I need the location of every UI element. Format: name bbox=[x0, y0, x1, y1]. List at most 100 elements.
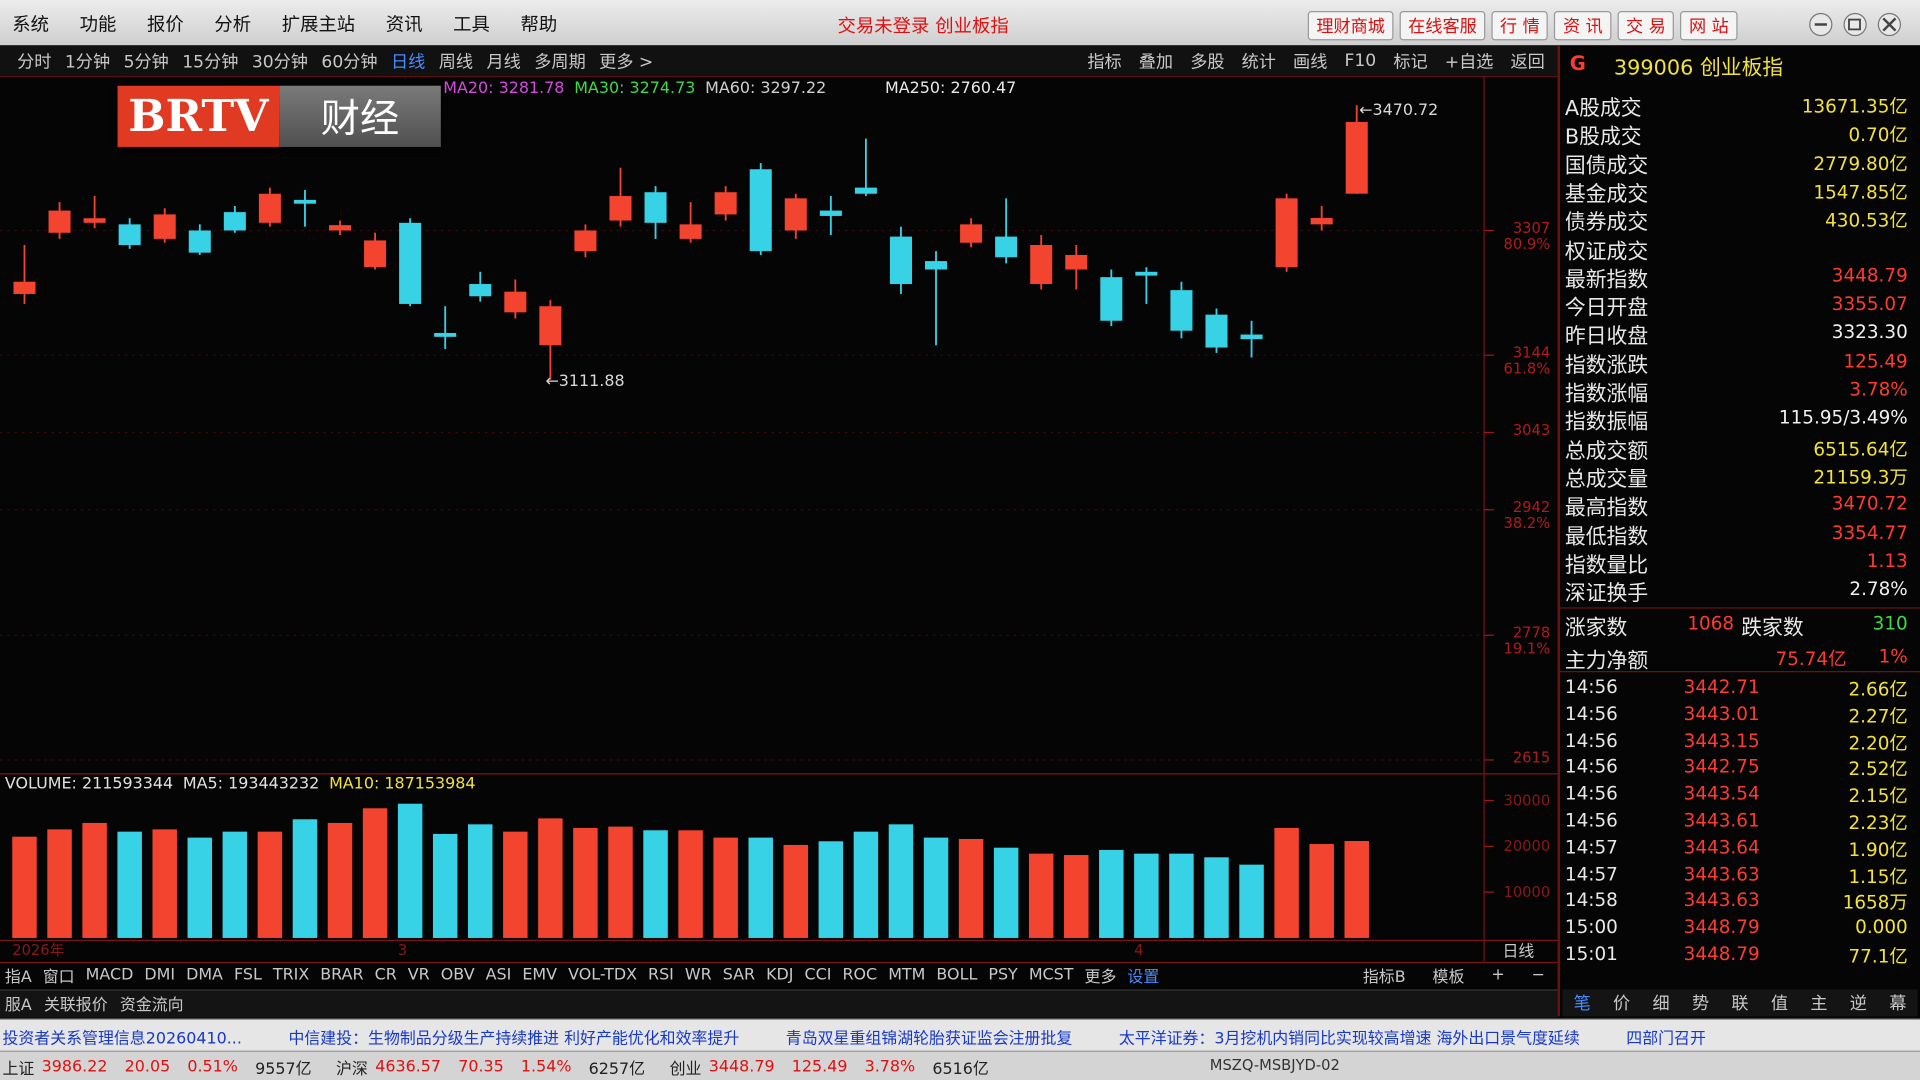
indicator-tab[interactable]: ASI bbox=[485, 966, 512, 985]
period-tab[interactable]: 月线 bbox=[486, 52, 521, 73]
period-tab[interactable]: 多周期 bbox=[534, 52, 586, 73]
sidebar-tab[interactable]: 细 bbox=[1652, 994, 1670, 1014]
period-tab[interactable]: 30分钟 bbox=[251, 52, 308, 73]
sidebar-tab[interactable]: 主 bbox=[1810, 994, 1828, 1014]
indicator-tab[interactable]: WR bbox=[684, 966, 712, 985]
period-tab[interactable]: 更多 > bbox=[599, 52, 654, 73]
period-tab[interactable]: 周线 bbox=[438, 52, 474, 73]
news-item[interactable]: 四部门召开 bbox=[1626, 1029, 1706, 1049]
indicator-tab[interactable]: MACD bbox=[85, 966, 134, 985]
period-tab[interactable]: 1分钟 bbox=[64, 52, 111, 73]
sidebar-tab[interactable]: 势 bbox=[1691, 994, 1710, 1014]
tool-button[interactable]: 多股 bbox=[1190, 52, 1225, 73]
news-item[interactable]: 太平洋证券：3月挖机内销同比实现较高增速 海外出口景气度延续 bbox=[1118, 1029, 1580, 1049]
window-controls[interactable] bbox=[1807, 11, 1915, 38]
indicator-tab[interactable]: FSL bbox=[233, 966, 262, 985]
top-button[interactable]: 资 讯 bbox=[1554, 11, 1612, 41]
indicator-tab[interactable]: 设置 bbox=[1127, 968, 1160, 987]
tick-volume: 2.27亿 bbox=[1848, 705, 1908, 728]
indicator-tab[interactable]: 窗口 bbox=[42, 968, 75, 987]
indicator-tab[interactable]: VOL-TDX bbox=[568, 966, 637, 985]
period-tab[interactable]: 15分钟 bbox=[182, 52, 239, 73]
news-item[interactable]: 投资者关系管理信息20260410... bbox=[2, 1029, 242, 1049]
sub-tab[interactable]: 资金流向 bbox=[119, 996, 184, 1016]
annotation-value: 3470.72 bbox=[1373, 100, 1439, 119]
tick-price: 3443.15 bbox=[1683, 729, 1760, 752]
period-tab[interactable]: 60分钟 bbox=[321, 52, 378, 73]
tool-button[interactable]: 叠加 bbox=[1138, 52, 1174, 73]
menu-item[interactable]: 扩展主站 bbox=[281, 13, 356, 36]
indicator-tab[interactable]: 指A bbox=[4, 968, 32, 987]
indicator-tab[interactable]: BRAR bbox=[320, 966, 364, 985]
indicator-tab[interactable]: CR bbox=[374, 966, 397, 985]
market-amount: 6257亿 bbox=[588, 1060, 646, 1079]
tool-button[interactable]: F10 bbox=[1344, 51, 1377, 72]
indicator-option[interactable]: − bbox=[1531, 966, 1546, 985]
indicator-tab[interactable]: ROC bbox=[842, 966, 878, 985]
volume-bar bbox=[152, 829, 177, 938]
tick-price: 3448.79 bbox=[1683, 942, 1760, 965]
sidebar-tab[interactable]: 价 bbox=[1613, 994, 1631, 1014]
volume-tick-label: 30000 bbox=[1503, 792, 1550, 809]
indicator-option[interactable]: 指标B bbox=[1362, 968, 1406, 987]
indicator-tab[interactable]: DMI bbox=[144, 966, 176, 985]
menu-item[interactable]: 工具 bbox=[453, 13, 490, 36]
indicator-tab[interactable]: BOLL bbox=[936, 966, 978, 985]
indicator-tab[interactable]: RSI bbox=[648, 966, 674, 985]
indicator-option[interactable]: 模板 bbox=[1432, 968, 1465, 987]
period-tab[interactable]: 日线 bbox=[391, 52, 426, 73]
sidebar-tab[interactable]: 值 bbox=[1770, 994, 1789, 1014]
sub-tab[interactable]: 关联报价 bbox=[43, 996, 108, 1016]
breadth-down: 310 bbox=[1872, 612, 1908, 635]
tool-button[interactable]: 统计 bbox=[1241, 52, 1276, 73]
sidebar-tab[interactable]: 联 bbox=[1731, 994, 1749, 1014]
indicator-tab[interactable]: SAR bbox=[722, 966, 756, 985]
indicator-tab[interactable]: EMV bbox=[522, 966, 558, 985]
quote-value: 125.49 bbox=[1843, 349, 1908, 372]
indicator-tab[interactable]: PSY bbox=[988, 966, 1018, 985]
tool-button[interactable]: 返回 bbox=[1510, 52, 1545, 73]
indicator-tab[interactable]: TRIX bbox=[272, 966, 310, 985]
menu-item[interactable]: 分析 bbox=[214, 13, 252, 36]
sidebar-tab[interactable]: 笔 bbox=[1573, 994, 1591, 1014]
low-annotation: ←3111.88 bbox=[545, 371, 624, 390]
news-item[interactable]: 中信建投：生物制品分级生产持续推进 利好产能优化和效率提升 bbox=[288, 1029, 740, 1049]
period-tab[interactable]: 5分钟 bbox=[123, 52, 169, 73]
volume-bar bbox=[923, 837, 949, 938]
tool-button[interactable]: +自选 bbox=[1444, 52, 1494, 73]
indicator-tab[interactable]: DMA bbox=[186, 966, 223, 985]
indicator-tab[interactable]: MCST bbox=[1028, 966, 1074, 985]
indicator-option[interactable]: + bbox=[1491, 966, 1505, 985]
period-tab[interactable]: 分时 bbox=[17, 52, 52, 73]
news-item[interactable]: 青岛双星重组锦湖轮胎获证监会注册批复 bbox=[785, 1029, 1073, 1049]
menu-item[interactable]: 帮助 bbox=[520, 13, 558, 36]
tool-button[interactable]: 画线 bbox=[1293, 52, 1328, 73]
tick-price: 3443.63 bbox=[1683, 862, 1760, 885]
indicator-tab[interactable]: OBV bbox=[440, 966, 475, 985]
menu-item[interactable]: 功能 bbox=[79, 13, 117, 36]
indicator-tab[interactable]: VR bbox=[407, 966, 430, 985]
indicator-tab[interactable]: 更多 bbox=[1084, 968, 1117, 987]
indicator-tab[interactable]: CCI bbox=[804, 966, 832, 985]
menu-item[interactable]: 系统 bbox=[12, 13, 49, 36]
quote-label: A股成交 bbox=[1564, 96, 1642, 122]
sidebar-tab[interactable]: 逆 bbox=[1849, 994, 1867, 1014]
menu-item[interactable]: 资讯 bbox=[385, 13, 423, 36]
volume-bar bbox=[1064, 855, 1089, 938]
volume-bar bbox=[222, 831, 248, 938]
top-button[interactable]: 行 情 bbox=[1491, 11, 1549, 41]
sidebar-tab[interactable]: 幕 bbox=[1889, 994, 1907, 1014]
top-button[interactable]: 网 站 bbox=[1680, 11, 1738, 41]
indicator-tab[interactable]: KDJ bbox=[766, 966, 794, 985]
sub-tab[interactable]: 服A bbox=[4, 996, 32, 1016]
indicator-tab[interactable]: MTM bbox=[888, 966, 926, 985]
candle-body bbox=[434, 333, 457, 337]
market-name: 沪深 bbox=[336, 1060, 368, 1079]
top-button[interactable]: 交 易 bbox=[1617, 11, 1675, 41]
menu-item[interactable]: 报价 bbox=[146, 13, 184, 36]
top-button[interactable]: 在线客服 bbox=[1399, 11, 1486, 41]
tool-button[interactable]: 标记 bbox=[1393, 52, 1428, 73]
top-button[interactable]: 理财商城 bbox=[1307, 11, 1394, 41]
tool-button[interactable]: 指标 bbox=[1087, 52, 1122, 73]
candle-body bbox=[469, 284, 492, 297]
